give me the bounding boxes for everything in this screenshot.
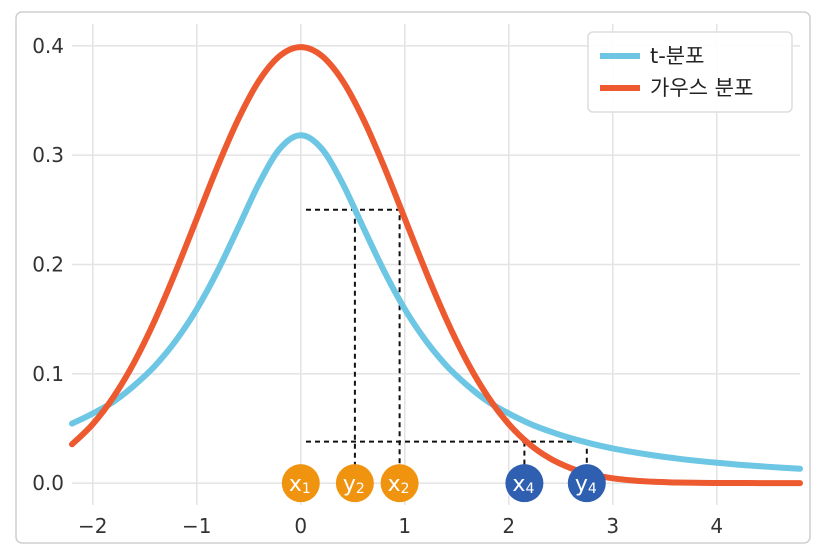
legend-label: 가우스 분포 [650, 76, 753, 100]
x-tick-labels: −2 −1 0 1 2 3 4 [78, 514, 723, 538]
marker-circle [567, 464, 606, 503]
y-tick-label: 0.4 [32, 34, 64, 58]
y-tick-label: 0.0 [32, 471, 64, 495]
series-line-t-distribution [69, 132, 803, 472]
legend-box [587, 31, 793, 113]
marker-label: x1 [289, 472, 311, 497]
marker-label: y4 [575, 472, 597, 497]
x-tick-label: 3 [606, 514, 619, 538]
marker-label: y2 [343, 472, 365, 497]
x-tick-label: 2 [502, 514, 515, 538]
series-lines [69, 44, 803, 487]
marker-x2: x2 [380, 464, 419, 503]
marker-circle [380, 464, 419, 503]
x-tick-label: 0 [294, 514, 307, 538]
marker-y2: y2 [335, 464, 374, 503]
y-tick-label: 0.2 [32, 253, 64, 277]
marker-circle [281, 464, 320, 503]
legend-label: t-분포 [650, 44, 704, 68]
point-markers: x1 y2 x2 x4 y4 [281, 464, 606, 503]
marker-y4: y4 [567, 464, 606, 503]
marker-label: x4 [512, 472, 534, 497]
series-line-gaussian [69, 44, 803, 487]
y-tick-label: 0.3 [32, 143, 64, 167]
y-tick-labels: 0.0 0.1 0.2 0.3 0.4 [32, 34, 64, 495]
marker-x4: x4 [505, 464, 544, 503]
marker-circle [335, 464, 374, 503]
x-tick-label: 4 [710, 514, 723, 538]
x-tick-label: −2 [78, 514, 107, 538]
y-tick-label: 0.1 [32, 362, 64, 386]
x-tick-label: 1 [398, 514, 411, 538]
marker-circle [505, 464, 544, 503]
x-tick-label: −1 [182, 514, 211, 538]
marker-x1: x1 [281, 464, 320, 503]
marker-label: x2 [388, 472, 410, 497]
